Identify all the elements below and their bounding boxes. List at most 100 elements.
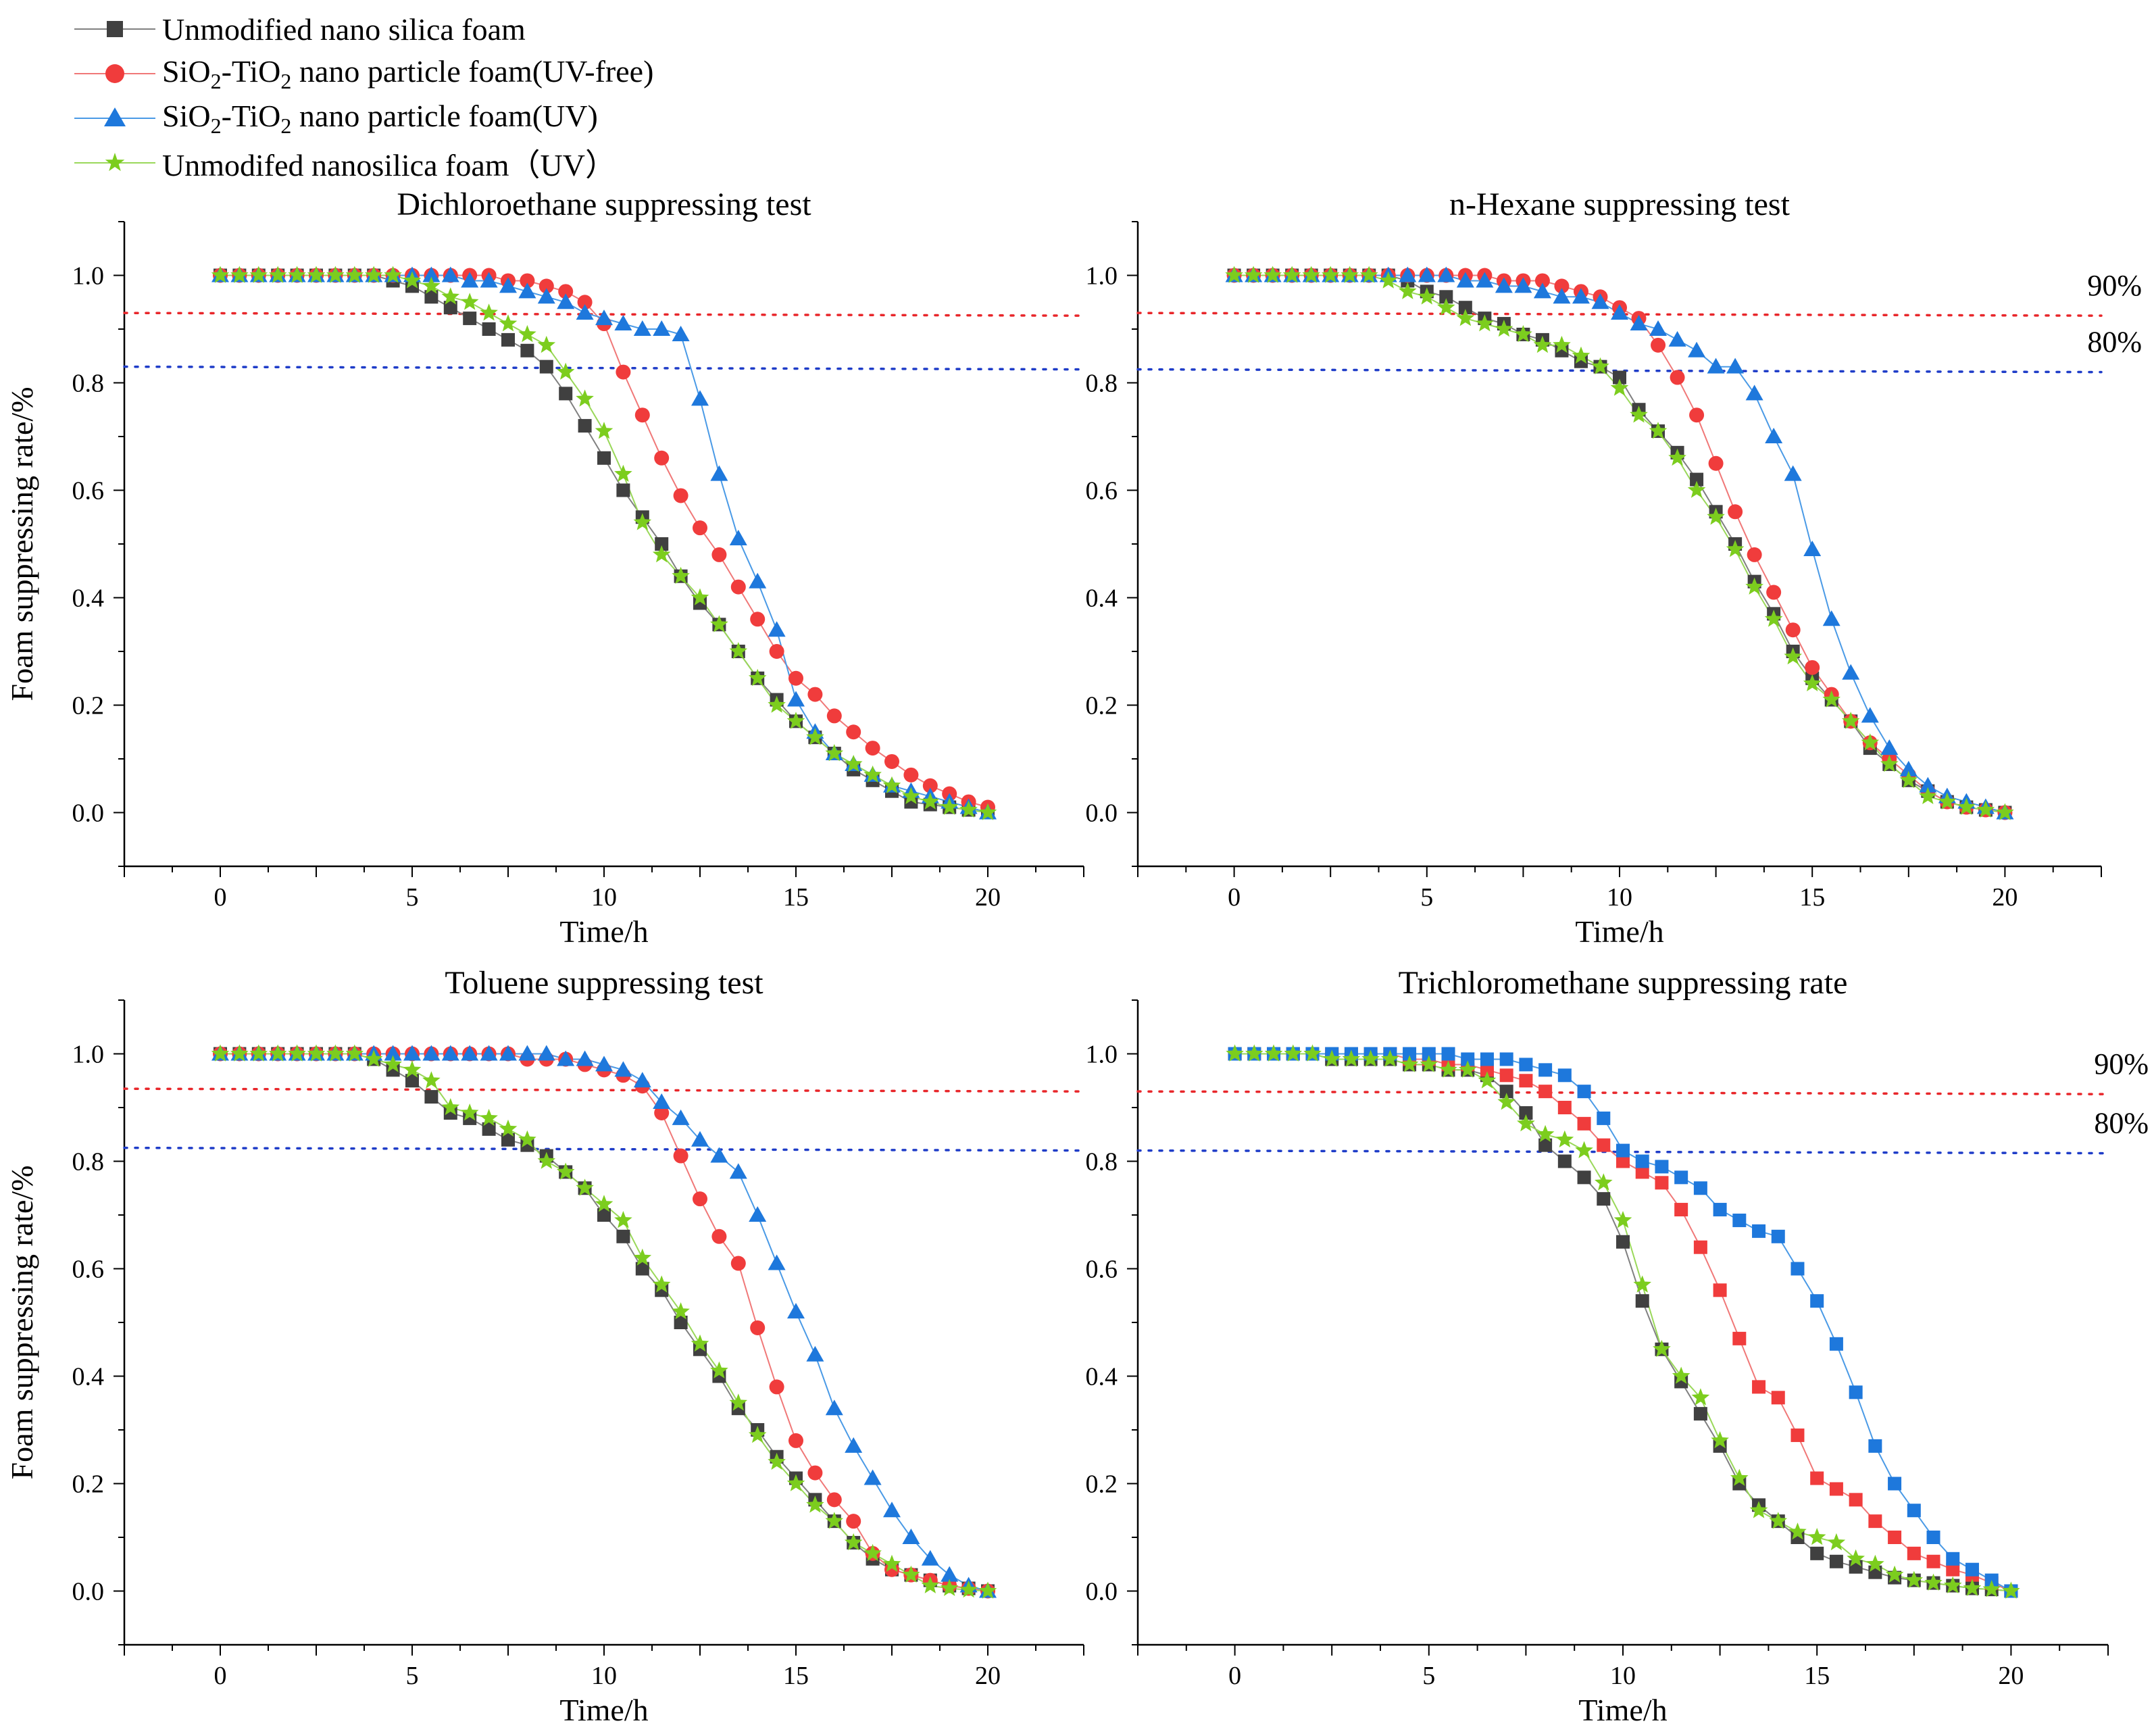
- data-point-uv: [1519, 1058, 1533, 1072]
- data-point-uvfree: [884, 753, 899, 769]
- data-point-uvfree: [769, 1379, 784, 1395]
- data-point-silicauv: [978, 1581, 997, 1599]
- data-point-uv: [883, 1502, 901, 1518]
- data-point-silicauv: [230, 1044, 249, 1062]
- data-point-silicauv: [1321, 266, 1340, 283]
- series-line-silicauv: [1234, 274, 2005, 814]
- chart-panel-3: 0 5 10 15 20 0.0 0.2 0.4 0.6 0.8 1.0 Toluene suppre…: [5, 965, 1085, 1727]
- data-point-silicauv: [1919, 787, 1937, 804]
- chart-panel-2: 0 5 10 15 20 0.0 0.2 0.4 0.6 0.8 1.0 n-Hexane suppr…: [1086, 187, 2143, 949]
- data-point-silicauv: [1982, 1580, 2001, 1597]
- data-point-uv: [633, 320, 651, 336]
- series-line-uv: [1234, 1053, 2011, 1592]
- x-tick-label: 10: [1607, 883, 1632, 912]
- data-point-uv: [1693, 1181, 1707, 1195]
- y-tick-label: 0.6: [72, 477, 105, 505]
- data-point-uv: [710, 1147, 728, 1163]
- data-point-silicauv: [249, 1044, 268, 1062]
- data-point-silicauv: [576, 1179, 594, 1196]
- data-point-uvfree: [693, 520, 707, 536]
- data-point-silicauv: [902, 787, 920, 804]
- data-point-silicauv: [921, 792, 940, 810]
- data-point-uvfree: [673, 1148, 688, 1164]
- legend-item-uv[interactable]: SiO2-TiO2 nano particle foam(UV): [74, 96, 653, 141]
- data-point-uvfree: [711, 1229, 727, 1244]
- data-point-silicauv: [1784, 647, 1802, 665]
- data-point-silicauv: [1418, 287, 1436, 305]
- data-point-uv: [1635, 1154, 1649, 1168]
- data-point-uv: [614, 315, 632, 331]
- data-point-silicauv: [768, 695, 786, 713]
- data-point-uvfree: [750, 612, 766, 627]
- y-tick-label: 0.6: [1086, 1256, 1118, 1284]
- reference-line: [1136, 312, 2103, 317]
- data-point-uv: [749, 1206, 767, 1222]
- chart-title: n-Hexane suppressing test: [1449, 187, 1790, 222]
- data-point-silica: [405, 1074, 419, 1088]
- data-point-silicauv: [882, 776, 901, 794]
- data-point-uv: [1926, 1531, 1940, 1544]
- x-tick-label: 20: [1998, 1662, 2024, 1690]
- data-point-silicauv: [460, 293, 479, 310]
- data-point-uvfree: [1554, 278, 1570, 294]
- chart-title: Toluene suppressing test: [445, 965, 763, 1001]
- series-line-uvfree: [1234, 274, 2005, 814]
- data-point-silicauv: [230, 266, 249, 283]
- data-point-silicauv: [1379, 271, 1398, 289]
- data-point-silicauv: [691, 588, 709, 605]
- x-tick-label: 5: [1422, 1662, 1435, 1690]
- data-point-uvfree: [558, 284, 574, 299]
- data-point-silica: [539, 359, 553, 374]
- data-point-silicauv: [1381, 1049, 1399, 1067]
- data-point-uv: [1790, 1262, 1805, 1276]
- data-point-uvfree: [788, 670, 803, 686]
- data-point-uv: [921, 1549, 939, 1566]
- data-point-silicauv: [480, 1108, 498, 1126]
- data-point-uv: [1849, 1385, 1863, 1399]
- data-point-uv: [787, 1303, 805, 1319]
- data-point-uv: [1822, 610, 1840, 626]
- data-point-uv: [1461, 1052, 1475, 1066]
- series-line-silicauv: [220, 274, 988, 814]
- data-point-uvfree: [654, 1105, 670, 1120]
- data-point-silicauv: [1495, 320, 1513, 337]
- data-point-uvfree: [1926, 1554, 1940, 1568]
- data-point-uv: [691, 1131, 709, 1147]
- data-point-uvfree: [1713, 1283, 1727, 1297]
- legend-item-silica[interactable]: Unmodified nano silica foam: [74, 7, 653, 51]
- data-point-silicauv: [1439, 1060, 1457, 1078]
- data-point-silicauv: [1533, 335, 1552, 353]
- data-point-uvfree: [711, 547, 727, 562]
- data-point-uv: [729, 1163, 747, 1179]
- data-point-silicauv: [1456, 309, 1475, 326]
- y-tick-label: 0.8: [72, 370, 105, 398]
- data-point-uv: [441, 1045, 459, 1061]
- data-point-uvfree: [1829, 1482, 1843, 1496]
- data-point-uv: [557, 1050, 575, 1066]
- data-point-silicauv: [1749, 1501, 1768, 1518]
- data-point-silicauv: [1730, 1468, 1749, 1486]
- data-point-silicauv: [1263, 266, 1282, 283]
- data-point-uvfree: [1728, 504, 1743, 520]
- axes-frame: [123, 1000, 1084, 1646]
- data-point-uv: [1752, 1224, 1766, 1238]
- legend-item-silicauv[interactable]: Unmodifed nanosilica foam（UV）: [74, 141, 653, 185]
- data-point-uv: [710, 465, 728, 481]
- data-point-silicauv: [806, 728, 824, 745]
- y-tick-label: 0.2: [72, 692, 105, 720]
- data-point-uvfree: [1810, 1471, 1824, 1485]
- data-point-silicauv: [1996, 803, 2014, 820]
- axes-frame: [1136, 1000, 2108, 1646]
- data-point-silicauv: [1726, 540, 1745, 557]
- data-point-silicauv: [691, 1334, 709, 1352]
- data-point-silicauv: [1745, 577, 1763, 595]
- data-point-silicauv: [556, 1162, 575, 1180]
- data-point-uv: [729, 530, 747, 546]
- data-point-uvfree: [1480, 1063, 1494, 1077]
- data-point-silicauv: [384, 266, 402, 283]
- data-point-silica: [1458, 301, 1472, 315]
- data-point-uv: [1765, 428, 1783, 443]
- data-point-uv: [902, 1529, 920, 1544]
- legend-item-uvfree[interactable]: SiO2-TiO2 nano particle foam(UV-free): [74, 51, 653, 96]
- data-point-uvfree: [865, 741, 880, 756]
